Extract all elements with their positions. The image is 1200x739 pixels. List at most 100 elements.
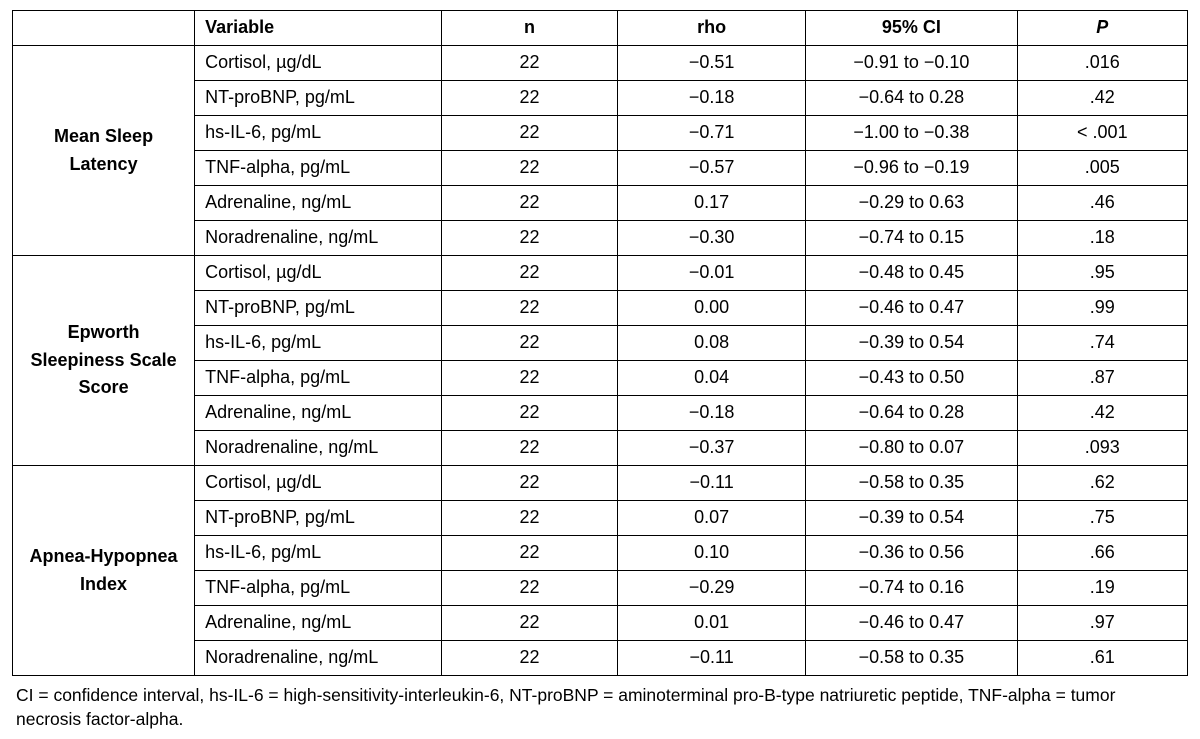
p-cell: .016 (1017, 46, 1187, 81)
col-variable: Variable (195, 11, 442, 46)
n-cell: 22 (441, 256, 617, 291)
n-cell: 22 (441, 641, 617, 676)
p-cell: .19 (1017, 571, 1187, 606)
p-cell: .42 (1017, 81, 1187, 116)
n-cell: 22 (441, 501, 617, 536)
variable-cell: Cortisol, µg/dL (195, 466, 442, 501)
p-cell: .66 (1017, 536, 1187, 571)
n-cell: 22 (441, 46, 617, 81)
rho-cell: −0.30 (618, 221, 806, 256)
col-blank (13, 11, 195, 46)
table-footnote: CI = confidence interval, hs-IL-6 = high… (12, 676, 1188, 731)
ci-cell: −1.00 to −0.38 (806, 116, 1018, 151)
n-cell: 22 (441, 186, 617, 221)
col-p: P (1017, 11, 1187, 46)
ci-cell: −0.58 to 0.35 (806, 466, 1018, 501)
variable-cell: Cortisol, µg/dL (195, 46, 442, 81)
ci-cell: −0.39 to 0.54 (806, 501, 1018, 536)
n-cell: 22 (441, 81, 617, 116)
p-cell: .42 (1017, 396, 1187, 431)
variable-cell: hs-IL-6, pg/mL (195, 116, 442, 151)
table-body: Mean SleepLatencyCortisol, µg/dL22−0.51−… (13, 46, 1188, 676)
rho-cell: 0.17 (618, 186, 806, 221)
variable-cell: hs-IL-6, pg/mL (195, 536, 442, 571)
correlation-table: Variable n rho 95% CI P Mean SleepLatenc… (12, 10, 1188, 676)
table-row: Mean SleepLatencyCortisol, µg/dL22−0.51−… (13, 46, 1188, 81)
variable-cell: hs-IL-6, pg/mL (195, 326, 442, 361)
header-row: Variable n rho 95% CI P (13, 11, 1188, 46)
n-cell: 22 (441, 396, 617, 431)
variable-cell: TNF-alpha, pg/mL (195, 361, 442, 396)
n-cell: 22 (441, 606, 617, 641)
p-cell: .74 (1017, 326, 1187, 361)
variable-cell: Noradrenaline, ng/mL (195, 641, 442, 676)
variable-cell: TNF-alpha, pg/mL (195, 571, 442, 606)
ci-cell: −0.91 to −0.10 (806, 46, 1018, 81)
p-cell: .87 (1017, 361, 1187, 396)
group-label: Mean SleepLatency (13, 46, 195, 256)
n-cell: 22 (441, 466, 617, 501)
n-cell: 22 (441, 431, 617, 466)
rho-cell: −0.18 (618, 81, 806, 116)
variable-cell: NT-proBNP, pg/mL (195, 291, 442, 326)
ci-cell: −0.39 to 0.54 (806, 326, 1018, 361)
ci-cell: −0.48 to 0.45 (806, 256, 1018, 291)
rho-cell: 0.07 (618, 501, 806, 536)
p-cell: < .001 (1017, 116, 1187, 151)
rho-cell: 0.08 (618, 326, 806, 361)
p-cell: .005 (1017, 151, 1187, 186)
rho-cell: −0.57 (618, 151, 806, 186)
rho-cell: 0.10 (618, 536, 806, 571)
ci-cell: −0.29 to 0.63 (806, 186, 1018, 221)
rho-cell: −0.01 (618, 256, 806, 291)
col-n: n (441, 11, 617, 46)
rho-cell: −0.51 (618, 46, 806, 81)
table-row: EpworthSleepiness ScaleScoreCortisol, µg… (13, 256, 1188, 291)
ci-cell: −0.80 to 0.07 (806, 431, 1018, 466)
rho-cell: −0.37 (618, 431, 806, 466)
rho-cell: −0.29 (618, 571, 806, 606)
table-row: Apnea-HypopneaIndexCortisol, µg/dL22−0.1… (13, 466, 1188, 501)
variable-cell: TNF-alpha, pg/mL (195, 151, 442, 186)
rho-cell: −0.11 (618, 641, 806, 676)
rho-cell: 0.00 (618, 291, 806, 326)
p-cell: .61 (1017, 641, 1187, 676)
ci-cell: −0.64 to 0.28 (806, 396, 1018, 431)
n-cell: 22 (441, 361, 617, 396)
ci-cell: −0.36 to 0.56 (806, 536, 1018, 571)
p-cell: .093 (1017, 431, 1187, 466)
col-ci: 95% CI (806, 11, 1018, 46)
ci-cell: −0.46 to 0.47 (806, 606, 1018, 641)
group-label: Apnea-HypopneaIndex (13, 466, 195, 676)
p-cell: .97 (1017, 606, 1187, 641)
n-cell: 22 (441, 116, 617, 151)
rho-cell: −0.71 (618, 116, 806, 151)
ci-cell: −0.46 to 0.47 (806, 291, 1018, 326)
variable-cell: Adrenaline, ng/mL (195, 186, 442, 221)
variable-cell: Noradrenaline, ng/mL (195, 221, 442, 256)
p-cell: .99 (1017, 291, 1187, 326)
rho-cell: 0.01 (618, 606, 806, 641)
p-cell: .46 (1017, 186, 1187, 221)
variable-cell: Noradrenaline, ng/mL (195, 431, 442, 466)
col-rho: rho (618, 11, 806, 46)
group-label: EpworthSleepiness ScaleScore (13, 256, 195, 466)
n-cell: 22 (441, 291, 617, 326)
ci-cell: −0.74 to 0.15 (806, 221, 1018, 256)
variable-cell: Adrenaline, ng/mL (195, 606, 442, 641)
n-cell: 22 (441, 536, 617, 571)
variable-cell: NT-proBNP, pg/mL (195, 501, 442, 536)
n-cell: 22 (441, 326, 617, 361)
ci-cell: −0.64 to 0.28 (806, 81, 1018, 116)
variable-cell: Adrenaline, ng/mL (195, 396, 442, 431)
ci-cell: −0.43 to 0.50 (806, 361, 1018, 396)
rho-cell: −0.18 (618, 396, 806, 431)
rho-cell: −0.11 (618, 466, 806, 501)
rho-cell: 0.04 (618, 361, 806, 396)
n-cell: 22 (441, 571, 617, 606)
p-cell: .75 (1017, 501, 1187, 536)
p-cell: .95 (1017, 256, 1187, 291)
ci-cell: −0.74 to 0.16 (806, 571, 1018, 606)
n-cell: 22 (441, 151, 617, 186)
ci-cell: −0.58 to 0.35 (806, 641, 1018, 676)
